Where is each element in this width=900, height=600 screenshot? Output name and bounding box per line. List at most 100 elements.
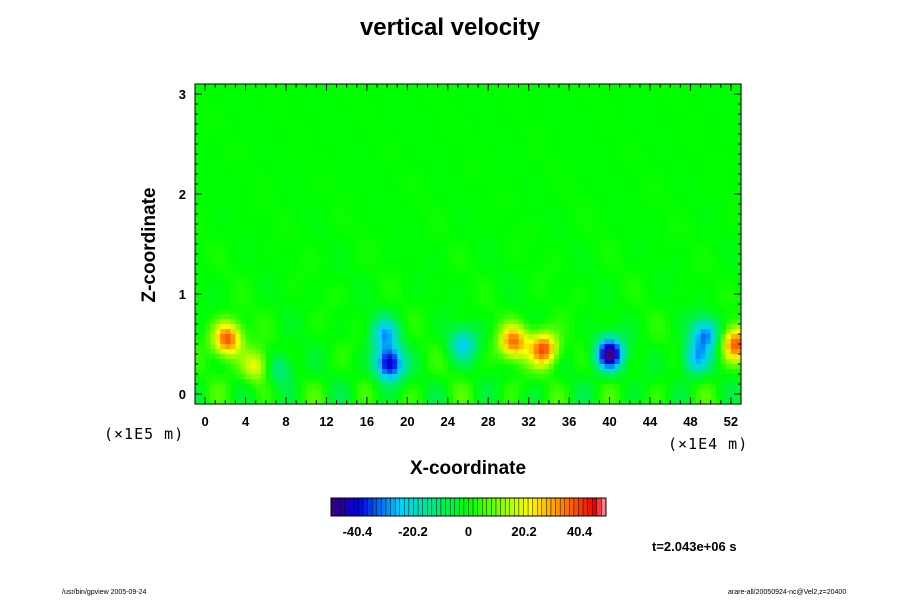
heatmap-cell	[331, 89, 338, 95]
heatmap-cell	[427, 264, 434, 270]
heatmap-cell	[452, 279, 459, 285]
heatmap-cell	[493, 294, 499, 300]
heatmap-cell	[493, 359, 499, 365]
heatmap-cell	[402, 274, 408, 280]
heatmap-cell	[447, 329, 454, 335]
heatmap-cell	[462, 94, 469, 100]
heatmap-cell	[286, 289, 292, 295]
heatmap-cell	[220, 119, 226, 125]
heatmap-cell	[210, 299, 216, 305]
heatmap-cell	[503, 214, 510, 220]
heatmap-cell	[483, 364, 489, 370]
heatmap-cell	[321, 184, 328, 190]
heatmap-cell	[478, 369, 484, 375]
heatmap-cell	[371, 234, 378, 240]
heatmap-cell	[538, 129, 545, 135]
heatmap-cell	[225, 119, 231, 125]
heatmap-cell	[250, 149, 257, 155]
heatmap-cell	[301, 89, 307, 95]
heatmap-cell	[377, 334, 383, 340]
heatmap-cell	[579, 359, 585, 365]
heatmap-cell	[533, 149, 540, 155]
heatmap-cell	[407, 114, 413, 120]
heatmap-cell	[513, 119, 520, 125]
heatmap-cell	[478, 129, 484, 135]
heatmap-cell	[235, 94, 242, 100]
heatmap-cell	[250, 144, 257, 150]
heatmap-cell	[225, 284, 231, 290]
heatmap-cell	[382, 214, 388, 220]
heatmap-cell	[336, 139, 343, 145]
heatmap-cell	[468, 249, 474, 255]
heatmap-cell	[584, 284, 590, 290]
heatmap-cell	[412, 279, 419, 285]
heatmap-cell	[387, 319, 393, 325]
heatmap-cell	[270, 124, 277, 130]
heatmap-cell	[427, 364, 434, 370]
heatmap-cell	[584, 259, 590, 265]
heatmap-cell	[361, 359, 368, 365]
heatmap-cell	[462, 89, 469, 95]
heatmap-cell	[432, 279, 439, 285]
heatmap-cell	[417, 94, 424, 100]
heatmap-cell	[528, 354, 535, 360]
heatmap-cell	[457, 224, 464, 230]
heatmap-cell	[559, 339, 565, 345]
heatmap-cell	[366, 244, 373, 250]
heatmap-cell	[493, 319, 499, 325]
heatmap-cell	[387, 269, 393, 275]
heatmap-cell	[468, 384, 474, 390]
heatmap-cell	[210, 204, 216, 210]
heatmap-cell	[513, 164, 520, 170]
heatmap-cell	[220, 314, 226, 320]
heatmap-cell	[316, 334, 322, 340]
heatmap-cell	[351, 289, 358, 295]
heatmap-cell	[422, 359, 429, 365]
heatmap-cell	[387, 234, 393, 240]
heatmap-cell	[503, 339, 510, 345]
heatmap-cell	[437, 264, 444, 270]
heatmap-cell	[361, 294, 368, 300]
heatmap-cell	[559, 279, 565, 285]
heatmap-cell	[220, 394, 226, 400]
heatmap-cell	[478, 194, 484, 200]
heatmap-cell	[326, 324, 333, 330]
heatmap-cell	[245, 264, 252, 270]
heatmap-cell	[321, 264, 328, 270]
heatmap-cell	[508, 219, 515, 225]
heatmap-cell	[240, 294, 247, 300]
heatmap-cell	[205, 199, 211, 205]
heatmap-cell	[215, 349, 221, 355]
heatmap-cell	[377, 189, 383, 195]
heatmap-cell	[407, 244, 413, 250]
heatmap-cell	[225, 124, 231, 130]
heatmap-cell	[518, 124, 525, 130]
heatmap-cell	[559, 84, 565, 90]
heatmap-cell	[483, 114, 489, 120]
heatmap-cell	[483, 104, 489, 110]
heatmap-cell	[230, 399, 237, 405]
heatmap-cell	[392, 354, 398, 360]
heatmap-cell	[457, 399, 464, 405]
heatmap-cell	[533, 154, 540, 160]
heatmap-cell	[286, 144, 292, 150]
heatmap-cell	[513, 374, 520, 380]
heatmap-cell	[447, 259, 454, 265]
heatmap-cell	[331, 234, 338, 240]
heatmap-cell	[569, 309, 575, 315]
heatmap-cell	[432, 264, 439, 270]
heatmap-cell	[427, 279, 434, 285]
heatmap-cell	[584, 109, 590, 115]
heatmap-cell	[195, 84, 201, 90]
heatmap-cell	[548, 339, 555, 345]
heatmap-cell	[371, 379, 378, 385]
heatmap-cell	[205, 384, 211, 390]
heatmap-cell	[255, 314, 262, 320]
heatmap-cell	[468, 294, 474, 300]
heatmap-cell	[306, 169, 312, 175]
heatmap-cell	[564, 274, 570, 280]
heatmap-cell	[356, 134, 363, 140]
heatmap-cell	[407, 179, 413, 185]
heatmap-cell	[270, 354, 277, 360]
heatmap-cell	[452, 84, 459, 90]
